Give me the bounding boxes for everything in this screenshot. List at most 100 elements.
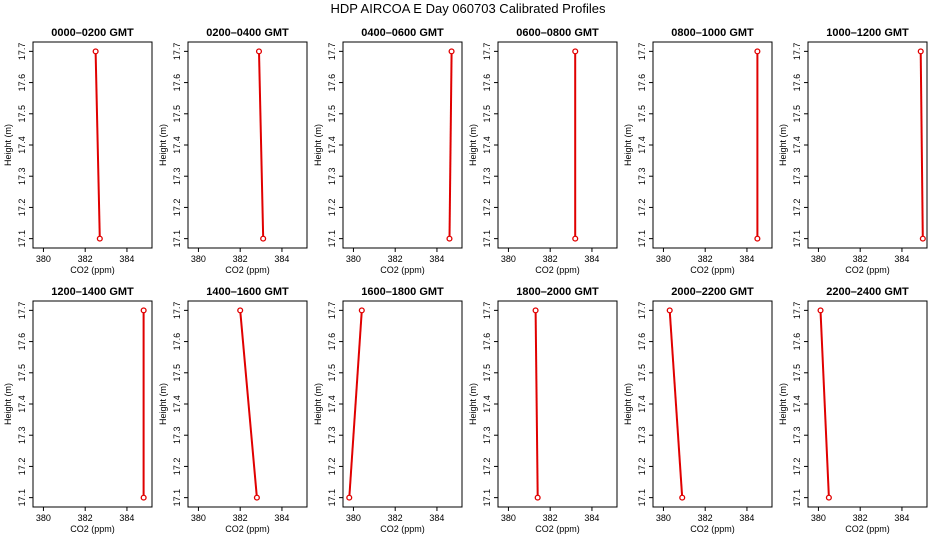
profile-point — [96, 235, 103, 242]
profile-panel: 0000–0200 GMT 380 382 384 CO2 (ppm) 17.1 17.2 1… — [3, 27, 153, 275]
y-tick-label: 17.4 — [327, 395, 337, 413]
profile-panel: 1600–1800 GMT 380 382 384 CO2 (ppm) 17.1 17.2 1… — [313, 286, 463, 534]
y-tick-label: 17.6 — [482, 74, 492, 92]
profile-panel: 0600–0800 GMT 380 382 384 CO2 (ppm) 17.1 17.2 1… — [468, 27, 618, 275]
x-tick-label: 384 — [584, 513, 599, 523]
x-tick-label: 380 — [811, 513, 826, 523]
profile-line — [348, 310, 363, 498]
profile-line — [258, 51, 265, 239]
panel-frame — [187, 300, 308, 508]
y-tick-label: 17.1 — [637, 230, 647, 248]
y-tick-label: 17.7 — [637, 302, 647, 320]
y-axis-label: Height (m) — [313, 124, 323, 166]
y-axis-label: Height (m) — [468, 124, 478, 166]
y-tick-label: 17.7 — [172, 302, 182, 320]
profile-point — [446, 235, 453, 242]
y-tick-label: 17.2 — [482, 458, 492, 476]
y-tick-label: 17.2 — [792, 458, 802, 476]
y-tick-label: 17.3 — [637, 426, 647, 444]
y-tick-label: 17.5 — [482, 105, 492, 123]
y-tick-label: 17.4 — [482, 136, 492, 154]
y-tick-label: 17.6 — [17, 74, 27, 92]
x-axis-label: CO2 (ppm) — [225, 524, 270, 534]
y-tick-label: 17.3 — [482, 426, 492, 444]
y-tick-label: 17.6 — [17, 333, 27, 351]
x-axis-label: CO2 (ppm) — [845, 265, 890, 275]
profile-point — [255, 48, 263, 55]
profile-line — [919, 51, 924, 239]
y-tick-label: 17.7 — [17, 302, 27, 320]
y-tick-label: 17.6 — [637, 333, 647, 351]
panel-title: 1200–1400 GMT — [51, 286, 134, 298]
y-axis-label: Height (m) — [3, 124, 13, 166]
y-tick-label: 17.5 — [327, 364, 337, 382]
panel-frame — [32, 300, 153, 508]
y-tick-label: 17.1 — [327, 489, 337, 507]
panel-title: 1000–1200 GMT — [826, 27, 909, 39]
panel-title: 0600–0800 GMT — [516, 27, 599, 39]
y-tick-label: 17.6 — [172, 74, 182, 92]
y-tick-label: 17.7 — [482, 302, 492, 320]
y-tick-label: 17.1 — [17, 489, 27, 507]
y-tick-label: 17.1 — [482, 230, 492, 248]
x-tick-label: 382 — [388, 513, 403, 523]
x-tick-label: 384 — [274, 513, 289, 523]
panel-grid: 0000–0200 GMT 380 382 384 CO2 (ppm) 17.1 17.2 1… — [3, 27, 928, 534]
x-tick-label: 380 — [36, 254, 51, 264]
y-tick-label: 17.3 — [327, 426, 337, 444]
profile-point — [140, 307, 147, 314]
profile-point — [817, 307, 824, 314]
x-axis-label: CO2 (ppm) — [70, 524, 115, 534]
profile-point — [825, 494, 832, 501]
x-tick-label: 380 — [501, 254, 516, 264]
profile-line — [448, 51, 453, 239]
profile-panel: 1000–1200 GMT 380 382 384 CO2 (ppm) 17.1 17.2 1… — [778, 27, 928, 275]
x-axis-label: CO2 (ppm) — [690, 524, 735, 534]
y-tick-label: 17.5 — [482, 364, 492, 382]
panel-frame — [652, 41, 773, 249]
y-tick-label: 17.2 — [637, 458, 647, 476]
y-tick-label: 17.3 — [637, 167, 647, 185]
y-tick-label: 17.2 — [17, 458, 27, 476]
x-axis-label: CO2 (ppm) — [225, 265, 270, 275]
y-axis-label: Height (m) — [313, 383, 323, 425]
profile-panel: 2200–2400 GMT 380 382 384 CO2 (ppm) 17.1 17.2 1… — [778, 286, 928, 534]
y-tick-label: 17.6 — [792, 74, 802, 92]
y-tick-label: 17.1 — [482, 489, 492, 507]
x-tick-label: 380 — [191, 513, 206, 523]
x-tick-label: 382 — [853, 254, 868, 264]
profile-line — [819, 310, 830, 498]
y-tick-label: 17.6 — [172, 333, 182, 351]
x-tick-label: 382 — [78, 513, 93, 523]
profile-point — [754, 48, 761, 55]
profile-point — [92, 48, 99, 55]
profile-point — [572, 235, 579, 242]
profile-point — [253, 494, 260, 501]
y-tick-label: 17.4 — [482, 395, 492, 413]
y-tick-label: 17.3 — [327, 167, 337, 185]
y-axis-label: Height (m) — [623, 383, 633, 425]
x-tick-label: 380 — [656, 513, 671, 523]
x-tick-label: 384 — [894, 254, 909, 264]
y-tick-label: 17.4 — [172, 136, 182, 154]
y-tick-label: 17.6 — [637, 74, 647, 92]
y-tick-label: 17.7 — [792, 43, 802, 61]
y-tick-label: 17.3 — [17, 426, 27, 444]
panel-frame — [497, 300, 618, 508]
y-tick-label: 17.1 — [792, 230, 802, 248]
x-tick-label: 384 — [429, 513, 444, 523]
profile-point — [140, 494, 147, 501]
panel-title: 0000–0200 GMT — [51, 27, 134, 39]
profile-line — [668, 310, 684, 498]
y-tick-label: 17.5 — [17, 364, 27, 382]
panel-frame — [342, 41, 463, 249]
y-axis-label: Height (m) — [778, 124, 788, 166]
y-tick-label: 17.5 — [792, 364, 802, 382]
y-tick-label: 17.6 — [482, 333, 492, 351]
y-tick-label: 17.4 — [792, 395, 802, 413]
x-tick-label: 382 — [698, 513, 713, 523]
y-tick-label: 17.2 — [482, 199, 492, 217]
profile-panel: 1800–2000 GMT 380 382 384 CO2 (ppm) 17.1 17.2 1… — [468, 286, 618, 534]
y-tick-label: 17.1 — [172, 230, 182, 248]
x-tick-label: 382 — [78, 254, 93, 264]
